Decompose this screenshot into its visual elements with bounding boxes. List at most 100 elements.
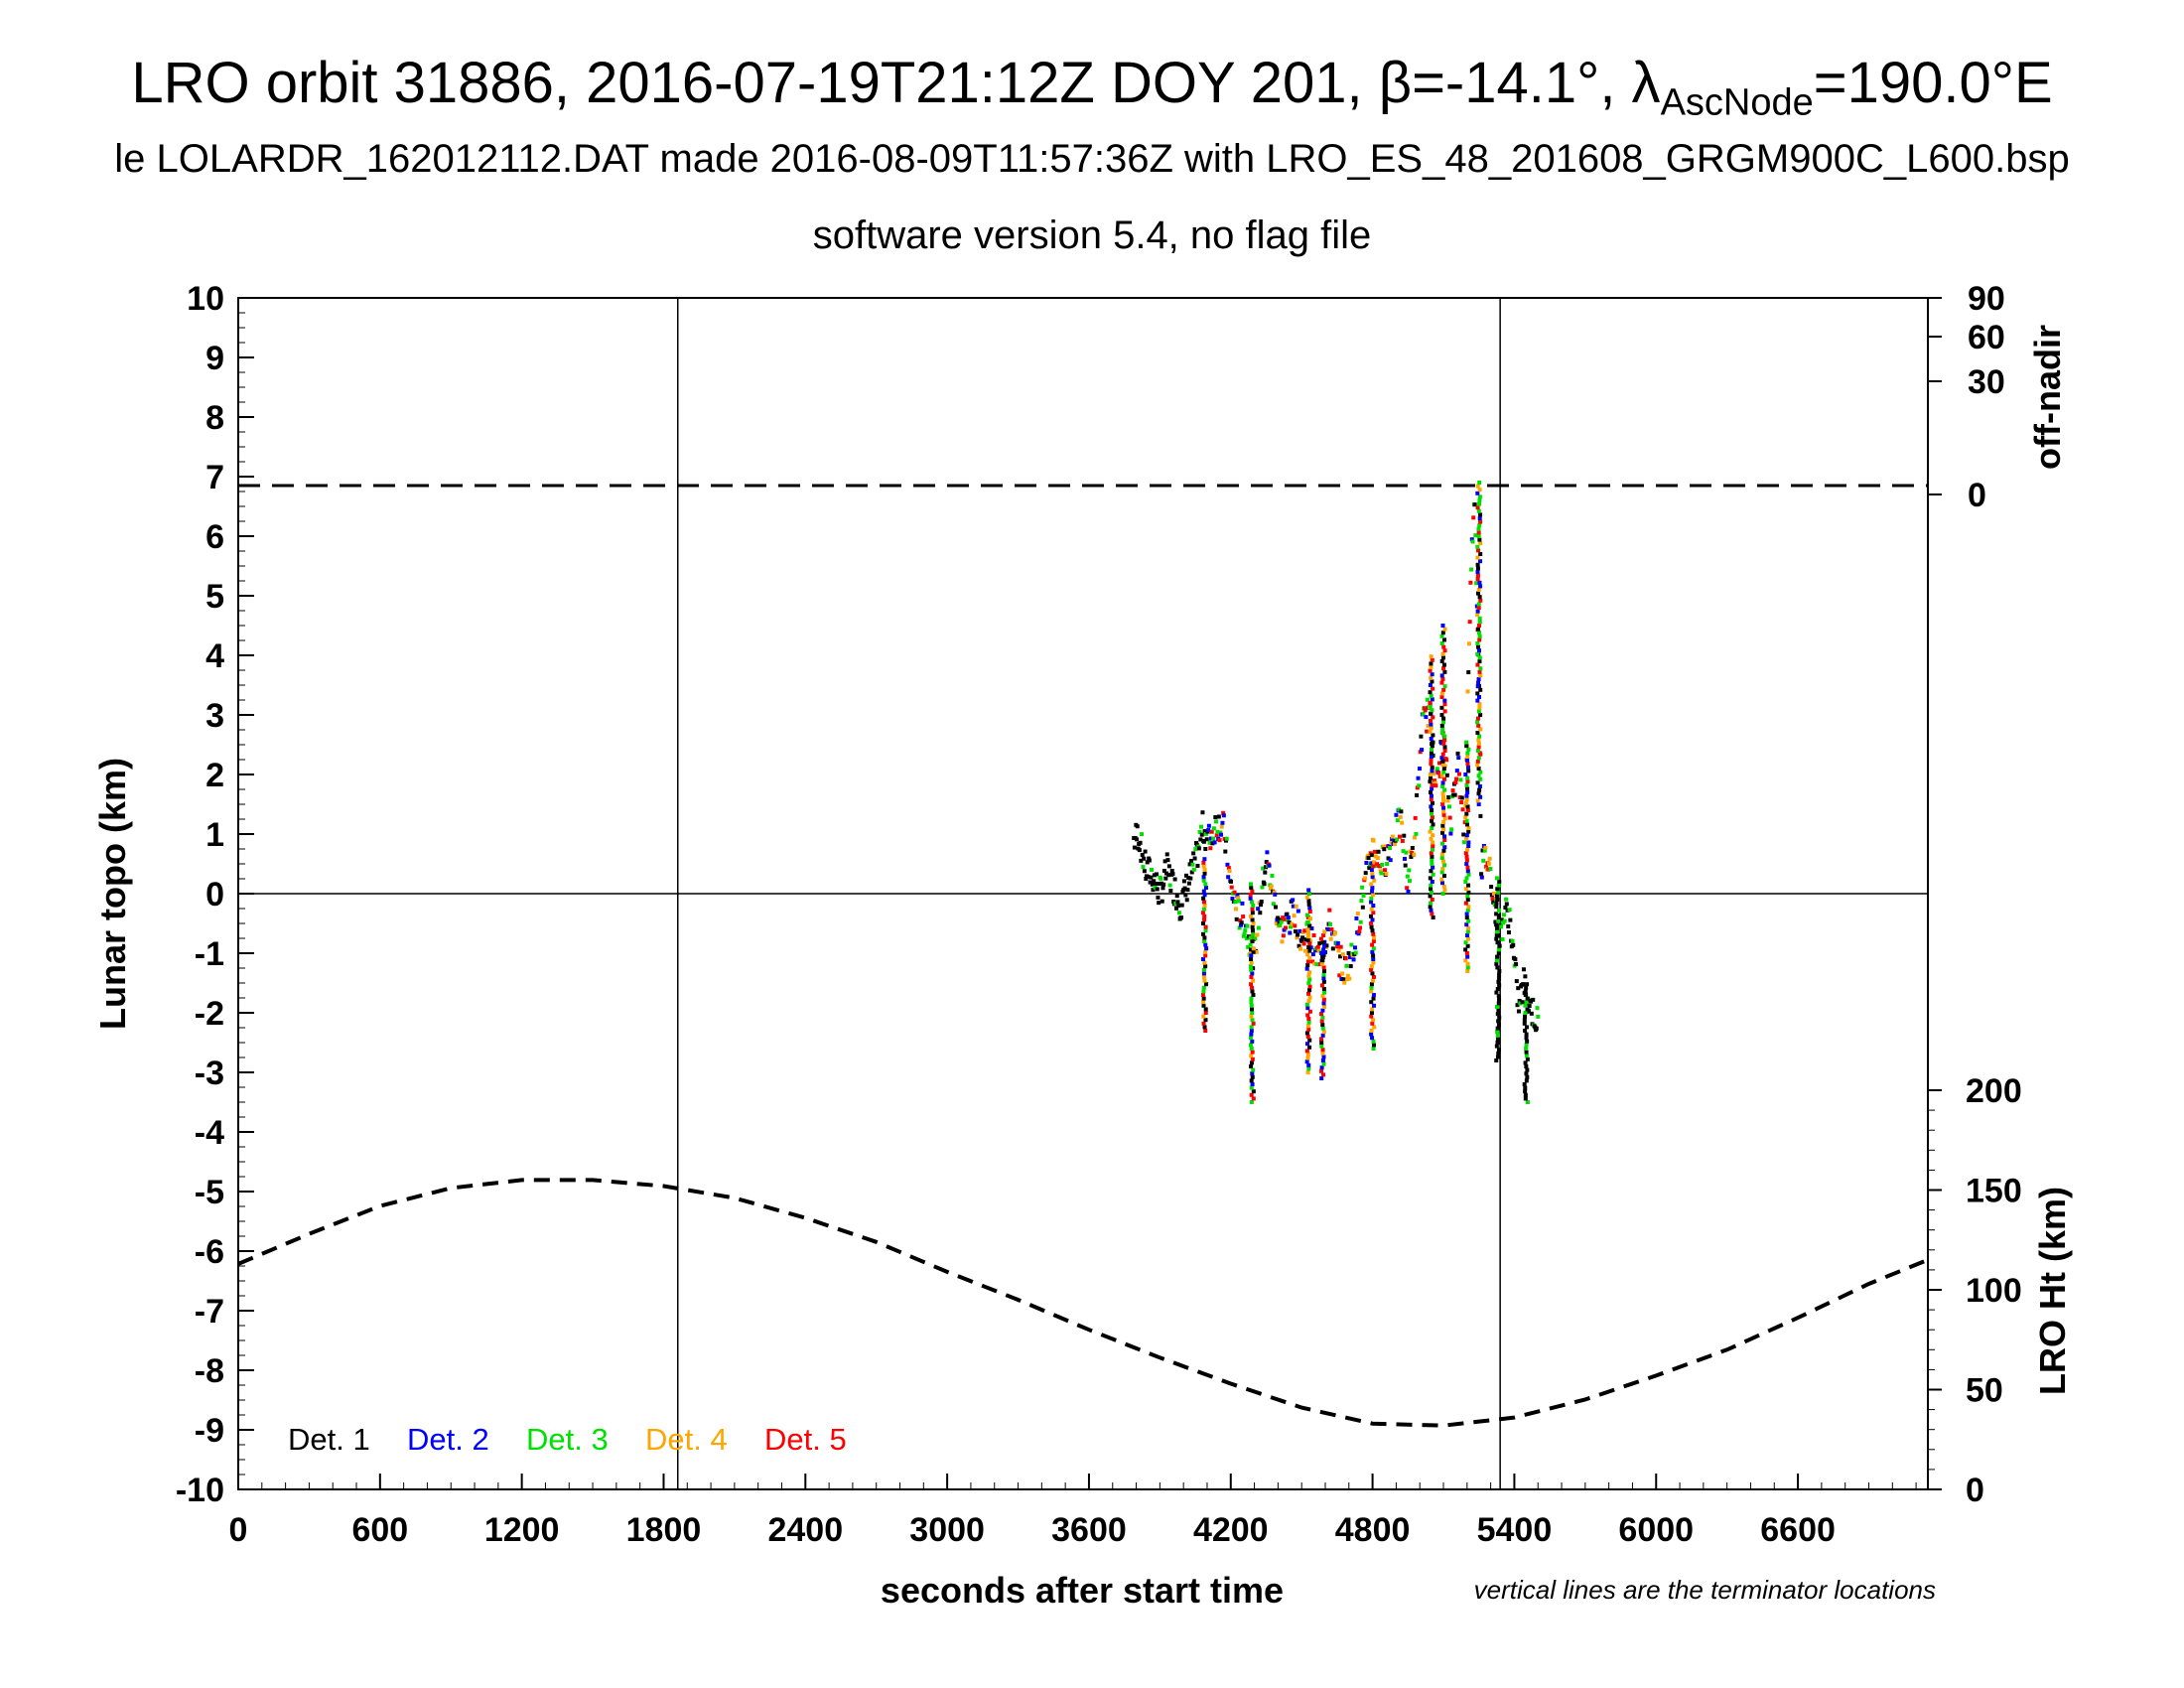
topo-spike-point <box>1429 711 1433 716</box>
topo-point <box>1209 836 1214 841</box>
topo-spike-point <box>1465 943 1470 948</box>
topo-point <box>1204 831 1209 836</box>
topo-point <box>1226 866 1231 871</box>
topo-spike-point <box>1249 882 1254 887</box>
topo-spike-point <box>1305 1055 1310 1060</box>
topo-spike-point <box>1429 758 1433 763</box>
topo-spike-point <box>1429 883 1433 888</box>
topo-spike-point <box>1251 949 1256 954</box>
topo-spike-point <box>1370 1036 1375 1041</box>
topo-spike-point <box>1466 840 1471 845</box>
topo-spike-point <box>1430 800 1434 805</box>
topo-spike-point <box>1430 808 1434 812</box>
topo-point <box>1154 881 1159 886</box>
topo-point <box>1261 866 1266 871</box>
topo-spike-point <box>1440 631 1445 635</box>
topo-point <box>1484 864 1489 869</box>
topo-spike-point <box>1475 698 1480 703</box>
topo-point <box>1415 792 1420 797</box>
topo-point <box>1183 893 1188 898</box>
topo-spike-point <box>1494 912 1499 916</box>
topo-point <box>1269 886 1274 891</box>
topo-spike-point <box>1250 1011 1255 1015</box>
topo-point <box>1294 904 1298 909</box>
topo-point <box>1140 832 1145 837</box>
y-tick-label: 0 <box>205 876 224 914</box>
topo-point <box>1301 941 1306 946</box>
topo-spike-point <box>1439 659 1444 663</box>
topo-point <box>1241 933 1246 938</box>
topo-spike-point <box>1369 896 1374 901</box>
topo-spike-point <box>1476 774 1481 778</box>
topo-point <box>1148 880 1153 885</box>
topo-spike-point <box>1464 915 1469 919</box>
topo-spike-point <box>1478 552 1483 556</box>
topo-spike-point <box>1496 915 1501 919</box>
topo-spike-point <box>1428 790 1433 794</box>
topo-point <box>1446 804 1451 809</box>
topo-spike-point <box>1475 763 1480 768</box>
topo-spike-point <box>1249 975 1254 979</box>
topo-spike-point <box>1477 705 1482 710</box>
topo-spike-point <box>1369 1000 1374 1005</box>
topo-spike-point <box>1250 1074 1255 1079</box>
topo-spike-point <box>1439 856 1444 860</box>
topo-point <box>1363 871 1368 876</box>
topo-spike-point <box>1321 987 1326 991</box>
topo-spike-point <box>1464 811 1469 816</box>
topo-spike-point <box>1440 655 1445 660</box>
topo-point <box>1420 748 1425 753</box>
topo-spike-point <box>1465 762 1470 767</box>
topo-spike-point <box>1524 1078 1529 1083</box>
topo-point <box>1364 861 1369 866</box>
topo-spike-point <box>1440 651 1445 656</box>
topo-point <box>1405 886 1410 891</box>
topo-spike-point <box>1320 1015 1325 1020</box>
topo-point <box>1276 915 1281 920</box>
topo-spike-point <box>1305 919 1310 924</box>
topo-point <box>1190 862 1195 867</box>
topo-point <box>1272 890 1277 895</box>
topo-point <box>1226 875 1231 880</box>
topo-spike-point <box>1307 906 1312 911</box>
ht-tick-label: 200 <box>1966 1072 2022 1110</box>
topo-spike-point <box>1478 713 1483 717</box>
topo-spike-point <box>1201 900 1206 905</box>
data-layer <box>237 481 1929 1428</box>
topo-point <box>1289 924 1294 929</box>
topo-point <box>1446 794 1451 799</box>
topo-spike-point <box>1203 949 1208 954</box>
topo-point <box>1489 885 1494 890</box>
topo-spike-point <box>1203 882 1208 887</box>
topo-point <box>1186 881 1191 886</box>
offnadir-tick-label: 90 <box>1968 280 2005 318</box>
topo-point <box>1470 539 1475 544</box>
topo-spike-point <box>1429 901 1433 906</box>
topo-point <box>1172 877 1177 882</box>
topo-spike-point <box>1431 915 1435 919</box>
topo-point <box>1351 957 1356 962</box>
topo-spike-point <box>1440 866 1445 871</box>
topo-point <box>1199 832 1204 837</box>
topo-point <box>1224 836 1229 841</box>
topo-spike-point <box>1201 989 1206 994</box>
topo-spike-point <box>1250 1039 1255 1044</box>
topo-point <box>1469 567 1474 572</box>
topo-spike-point <box>1307 995 1312 1000</box>
topo-spike-point <box>1248 914 1253 918</box>
topo-spike-point <box>1463 958 1468 963</box>
topo-spike-point <box>1430 786 1434 791</box>
topo-spike-point <box>1251 1021 1256 1026</box>
topo-spike-point <box>1320 994 1325 999</box>
topo-spike-point <box>1494 929 1499 934</box>
topo-spike-point <box>1429 693 1433 698</box>
topo-point <box>1531 997 1536 1002</box>
topo-spike-point <box>1477 633 1482 638</box>
topo-spike-point <box>1496 890 1501 895</box>
topo-spike-point <box>1430 898 1434 902</box>
topo-point <box>1328 936 1333 941</box>
topo-spike-point <box>1430 782 1434 787</box>
topo-spike-point <box>1305 937 1310 942</box>
topo-point <box>1305 914 1310 919</box>
topo-point <box>1201 839 1206 844</box>
